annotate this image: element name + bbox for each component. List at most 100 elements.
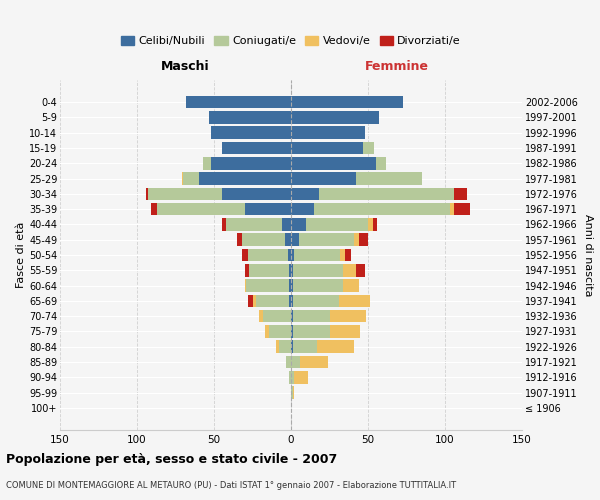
Bar: [319, 188, 454, 200]
Bar: [289, 294, 291, 307]
Bar: [183, 172, 199, 185]
Bar: [368, 218, 373, 230]
Bar: [343, 280, 359, 292]
Bar: [182, 172, 183, 185]
Bar: [356, 172, 422, 185]
Bar: [291, 96, 403, 108]
Text: Femmine: Femmine: [365, 60, 429, 73]
Bar: [294, 371, 308, 384]
Bar: [293, 386, 294, 399]
Bar: [265, 325, 269, 338]
Bar: [222, 188, 291, 200]
Bar: [211, 157, 291, 170]
Bar: [291, 325, 293, 338]
Bar: [237, 234, 242, 246]
Bar: [263, 310, 291, 322]
Bar: [339, 294, 370, 307]
Bar: [250, 264, 289, 276]
Y-axis label: Anni di nascita: Anni di nascita: [583, 214, 593, 296]
Bar: [354, 234, 359, 246]
Bar: [454, 203, 470, 215]
Bar: [293, 325, 329, 338]
Bar: [291, 280, 293, 292]
Bar: [222, 218, 226, 230]
Bar: [293, 310, 329, 322]
Bar: [293, 264, 343, 276]
Bar: [148, 188, 222, 200]
Bar: [278, 340, 291, 353]
Bar: [364, 142, 374, 154]
Bar: [288, 248, 291, 262]
Bar: [222, 142, 291, 154]
Bar: [289, 280, 291, 292]
Bar: [245, 280, 247, 292]
Bar: [291, 157, 376, 170]
Bar: [275, 340, 278, 353]
Bar: [293, 340, 317, 353]
Bar: [291, 310, 293, 322]
Bar: [343, 264, 356, 276]
Bar: [314, 203, 449, 215]
Bar: [291, 142, 364, 154]
Bar: [248, 294, 253, 307]
Bar: [291, 111, 379, 124]
Legend: Celibi/Nubili, Coniugati/e, Vedovi/e, Divorziati/e: Celibi/Nubili, Coniugati/e, Vedovi/e, Di…: [116, 32, 466, 50]
Bar: [286, 356, 291, 368]
Bar: [199, 172, 291, 185]
Bar: [300, 356, 328, 368]
Bar: [294, 248, 340, 262]
Bar: [282, 218, 291, 230]
Bar: [186, 96, 291, 108]
Text: Maschi: Maschi: [160, 60, 209, 73]
Bar: [299, 234, 354, 246]
Bar: [291, 234, 299, 246]
Bar: [203, 157, 211, 170]
Bar: [291, 126, 365, 139]
Bar: [226, 218, 282, 230]
Bar: [376, 157, 386, 170]
Bar: [256, 294, 289, 307]
Bar: [269, 325, 291, 338]
Bar: [248, 248, 288, 262]
Bar: [340, 248, 345, 262]
Bar: [253, 294, 256, 307]
Bar: [247, 280, 289, 292]
Bar: [356, 264, 365, 276]
Bar: [289, 371, 291, 384]
Bar: [289, 264, 291, 276]
Bar: [317, 340, 354, 353]
Bar: [291, 203, 314, 215]
Bar: [245, 203, 291, 215]
Bar: [157, 203, 245, 215]
Bar: [242, 248, 248, 262]
Bar: [329, 325, 360, 338]
Bar: [291, 188, 319, 200]
Bar: [285, 234, 291, 246]
Y-axis label: Fasce di età: Fasce di età: [16, 222, 26, 288]
Bar: [291, 294, 293, 307]
Bar: [146, 188, 148, 200]
Bar: [454, 188, 467, 200]
Bar: [373, 218, 377, 230]
Bar: [151, 203, 157, 215]
Bar: [291, 218, 307, 230]
Bar: [291, 248, 294, 262]
Bar: [293, 294, 339, 307]
Bar: [449, 203, 454, 215]
Bar: [259, 310, 263, 322]
Text: Popolazione per età, sesso e stato civile - 2007: Popolazione per età, sesso e stato civil…: [6, 452, 337, 466]
Bar: [242, 234, 285, 246]
Bar: [209, 111, 291, 124]
Bar: [345, 248, 351, 262]
Bar: [211, 126, 291, 139]
Bar: [291, 172, 356, 185]
Bar: [245, 264, 250, 276]
Text: COMUNE DI MONTEMAGGIORE AL METAURO (PU) - Dati ISTAT 1° gennaio 2007 - Elaborazi: COMUNE DI MONTEMAGGIORE AL METAURO (PU) …: [6, 481, 456, 490]
Bar: [291, 386, 293, 399]
Bar: [291, 371, 294, 384]
Bar: [359, 234, 368, 246]
Bar: [291, 356, 300, 368]
Bar: [329, 310, 367, 322]
Bar: [291, 340, 293, 353]
Bar: [307, 218, 368, 230]
